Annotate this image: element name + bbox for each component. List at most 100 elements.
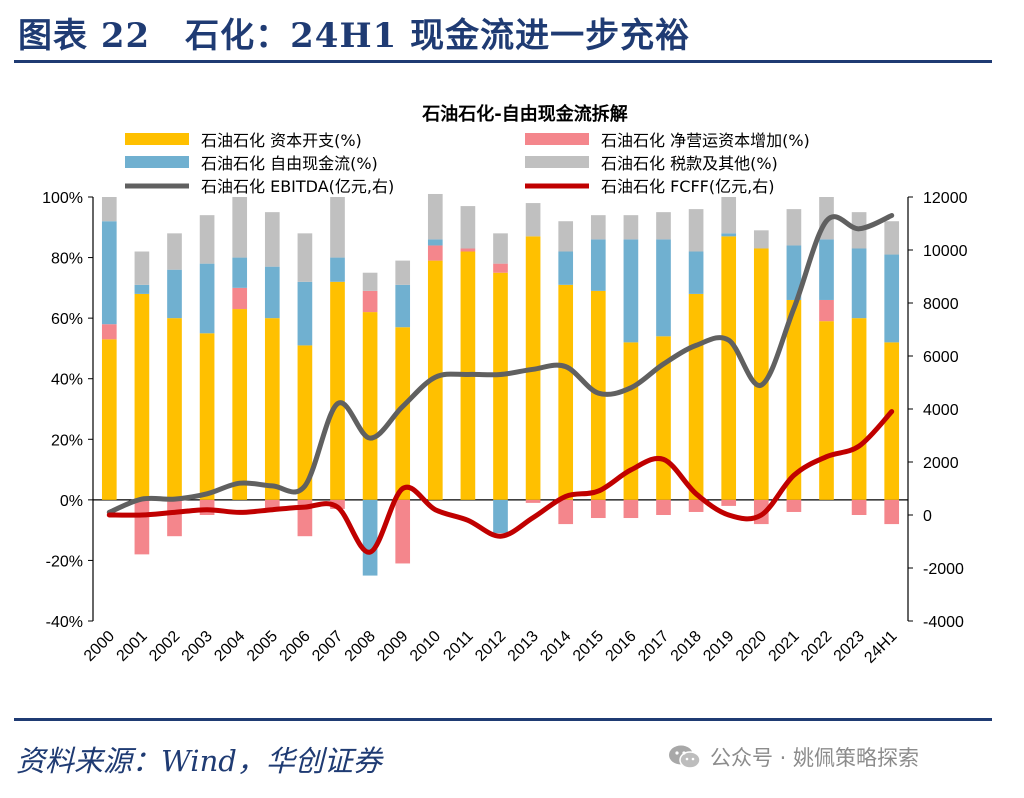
legend-label-5: 石油石化 EBITDA(亿元,右) xyxy=(201,177,394,196)
bar-3-2004 xyxy=(232,257,248,288)
legend-label-4: 石油石化 税款及其他(%) xyxy=(601,154,778,173)
x-tick-label: 2003 xyxy=(179,628,216,665)
bar-2-2013 xyxy=(525,499,541,503)
bar-1-2005 xyxy=(264,318,280,500)
legend-swatch-1 xyxy=(125,133,189,145)
wechat-icon xyxy=(668,744,702,770)
x-tick-label: 2012 xyxy=(472,628,509,665)
x-tick-label: 2013 xyxy=(505,628,542,665)
bar-3-2012 xyxy=(493,499,508,534)
x-axis-labels: 2000200120022003200420052006200720082009… xyxy=(81,628,901,667)
bar-3-2007 xyxy=(330,257,345,282)
bar-4-2021 xyxy=(786,209,802,246)
title-rule xyxy=(14,60,992,63)
bar-3-2008 xyxy=(362,499,378,576)
y-left-tick-label: -20% xyxy=(46,553,83,570)
bar-3-2018 xyxy=(688,251,704,294)
bar-2-2005 xyxy=(264,499,280,509)
bar-3-24H1 xyxy=(884,254,900,343)
bar-2-24H1 xyxy=(884,499,900,525)
x-tick-label: 2007 xyxy=(309,628,346,665)
bar-4-2020 xyxy=(753,230,769,249)
legend-label-2: 石油石化 净营运资本增加(%) xyxy=(601,131,810,150)
bar-2-2010 xyxy=(427,245,443,261)
y-left-tick-label: 80% xyxy=(51,251,83,268)
legend-swatch-3 xyxy=(125,156,189,168)
line-series-1 xyxy=(106,213,895,515)
bar-3-2006 xyxy=(297,281,313,346)
line-series-2 xyxy=(106,409,895,555)
bar-4-2010 xyxy=(427,193,443,240)
bar-4-2001 xyxy=(134,251,150,285)
y-left-tick-label: -40% xyxy=(46,614,83,631)
bar-1-2006 xyxy=(297,345,313,500)
bar-3-2000 xyxy=(101,221,117,325)
x-tick-label: 2008 xyxy=(342,628,379,665)
bar-2-2004 xyxy=(232,287,248,310)
bar-3-2023 xyxy=(851,248,867,319)
bar-3-2015 xyxy=(590,239,606,291)
x-tick-label: 2022 xyxy=(798,628,835,665)
figure-title: 图表 22 石化：24H1 现金流进一步充裕 xyxy=(18,16,691,56)
x-tick-label: 2001 xyxy=(114,628,151,665)
bar-2-2018 xyxy=(688,499,704,512)
bar-3-2016 xyxy=(623,239,639,343)
x-tick-label: 2019 xyxy=(700,628,737,665)
y-left-tick-label: 60% xyxy=(51,311,83,328)
x-tick-label: 2014 xyxy=(537,628,574,665)
bar-4-2017 xyxy=(656,212,671,240)
bar-4-2005 xyxy=(264,212,280,267)
x-tick-label: 2009 xyxy=(374,628,411,665)
bar-2-2009 xyxy=(395,499,411,564)
y-right-tick-label: 0 xyxy=(923,508,932,525)
bar-1-2023 xyxy=(851,318,867,500)
y-left-tick-label: 0% xyxy=(60,493,83,510)
y-right-tick-label: -2000 xyxy=(923,561,964,578)
bar-2-2014 xyxy=(558,499,574,525)
bar-2-2019 xyxy=(721,499,737,506)
bar-1-2018 xyxy=(688,293,704,500)
y-left-tick-label: 40% xyxy=(51,372,83,389)
bar-4-24H1 xyxy=(884,221,900,255)
bar-2-2021 xyxy=(786,499,802,512)
y-right-tick-label: 4000 xyxy=(923,402,959,419)
bar-2-2022 xyxy=(819,299,834,322)
x-tick-label: 2023 xyxy=(831,628,868,665)
bar-3-2017 xyxy=(656,239,671,337)
bar-2-2002 xyxy=(167,499,182,537)
bar-2-2023 xyxy=(851,499,867,515)
bar-4-2004 xyxy=(232,197,248,258)
bar-1-2020 xyxy=(753,248,769,500)
bar-4-2000 xyxy=(101,197,117,222)
bar-1-2009 xyxy=(395,327,411,500)
x-tick-label: 2002 xyxy=(146,628,183,665)
bar-3-2014 xyxy=(558,251,574,285)
bar-4-2014 xyxy=(558,221,574,252)
bar-1-2008 xyxy=(362,312,378,500)
y-right-tick-label: 10000 xyxy=(923,243,968,260)
bar-1-2022 xyxy=(819,321,834,500)
bar-3-2010 xyxy=(427,239,443,246)
y-right-tick-label: 12000 xyxy=(923,190,968,207)
bar-2-2015 xyxy=(590,499,606,519)
bar-1-2003 xyxy=(199,333,215,500)
x-tick-label: 2020 xyxy=(733,628,770,665)
bar-2-2017 xyxy=(656,499,671,515)
legend-label-3: 石油石化 自由现金流(%) xyxy=(201,154,378,173)
bar-2-2016 xyxy=(623,499,639,519)
bar-1-2000 xyxy=(101,339,117,500)
bar-4-2018 xyxy=(688,209,704,252)
legend-label-1: 石油石化 资本开支(%) xyxy=(201,131,362,150)
y-right-tick-label: 6000 xyxy=(923,349,959,366)
bar-1-2012 xyxy=(493,272,508,500)
bar-4-2019 xyxy=(721,197,737,234)
bar-4-2011 xyxy=(460,206,476,249)
watermark-text: 公众号 · 姚佩策略探索 xyxy=(710,746,920,770)
bar-3-2003 xyxy=(199,263,215,334)
bar-2-2012 xyxy=(493,263,508,273)
chart-title: 石油石化-自由现金流拆解 xyxy=(421,103,627,125)
bar-3-2005 xyxy=(264,266,280,319)
bar-4-2003 xyxy=(199,215,215,264)
lines xyxy=(106,213,895,555)
legend-swatch-2 xyxy=(525,133,589,145)
